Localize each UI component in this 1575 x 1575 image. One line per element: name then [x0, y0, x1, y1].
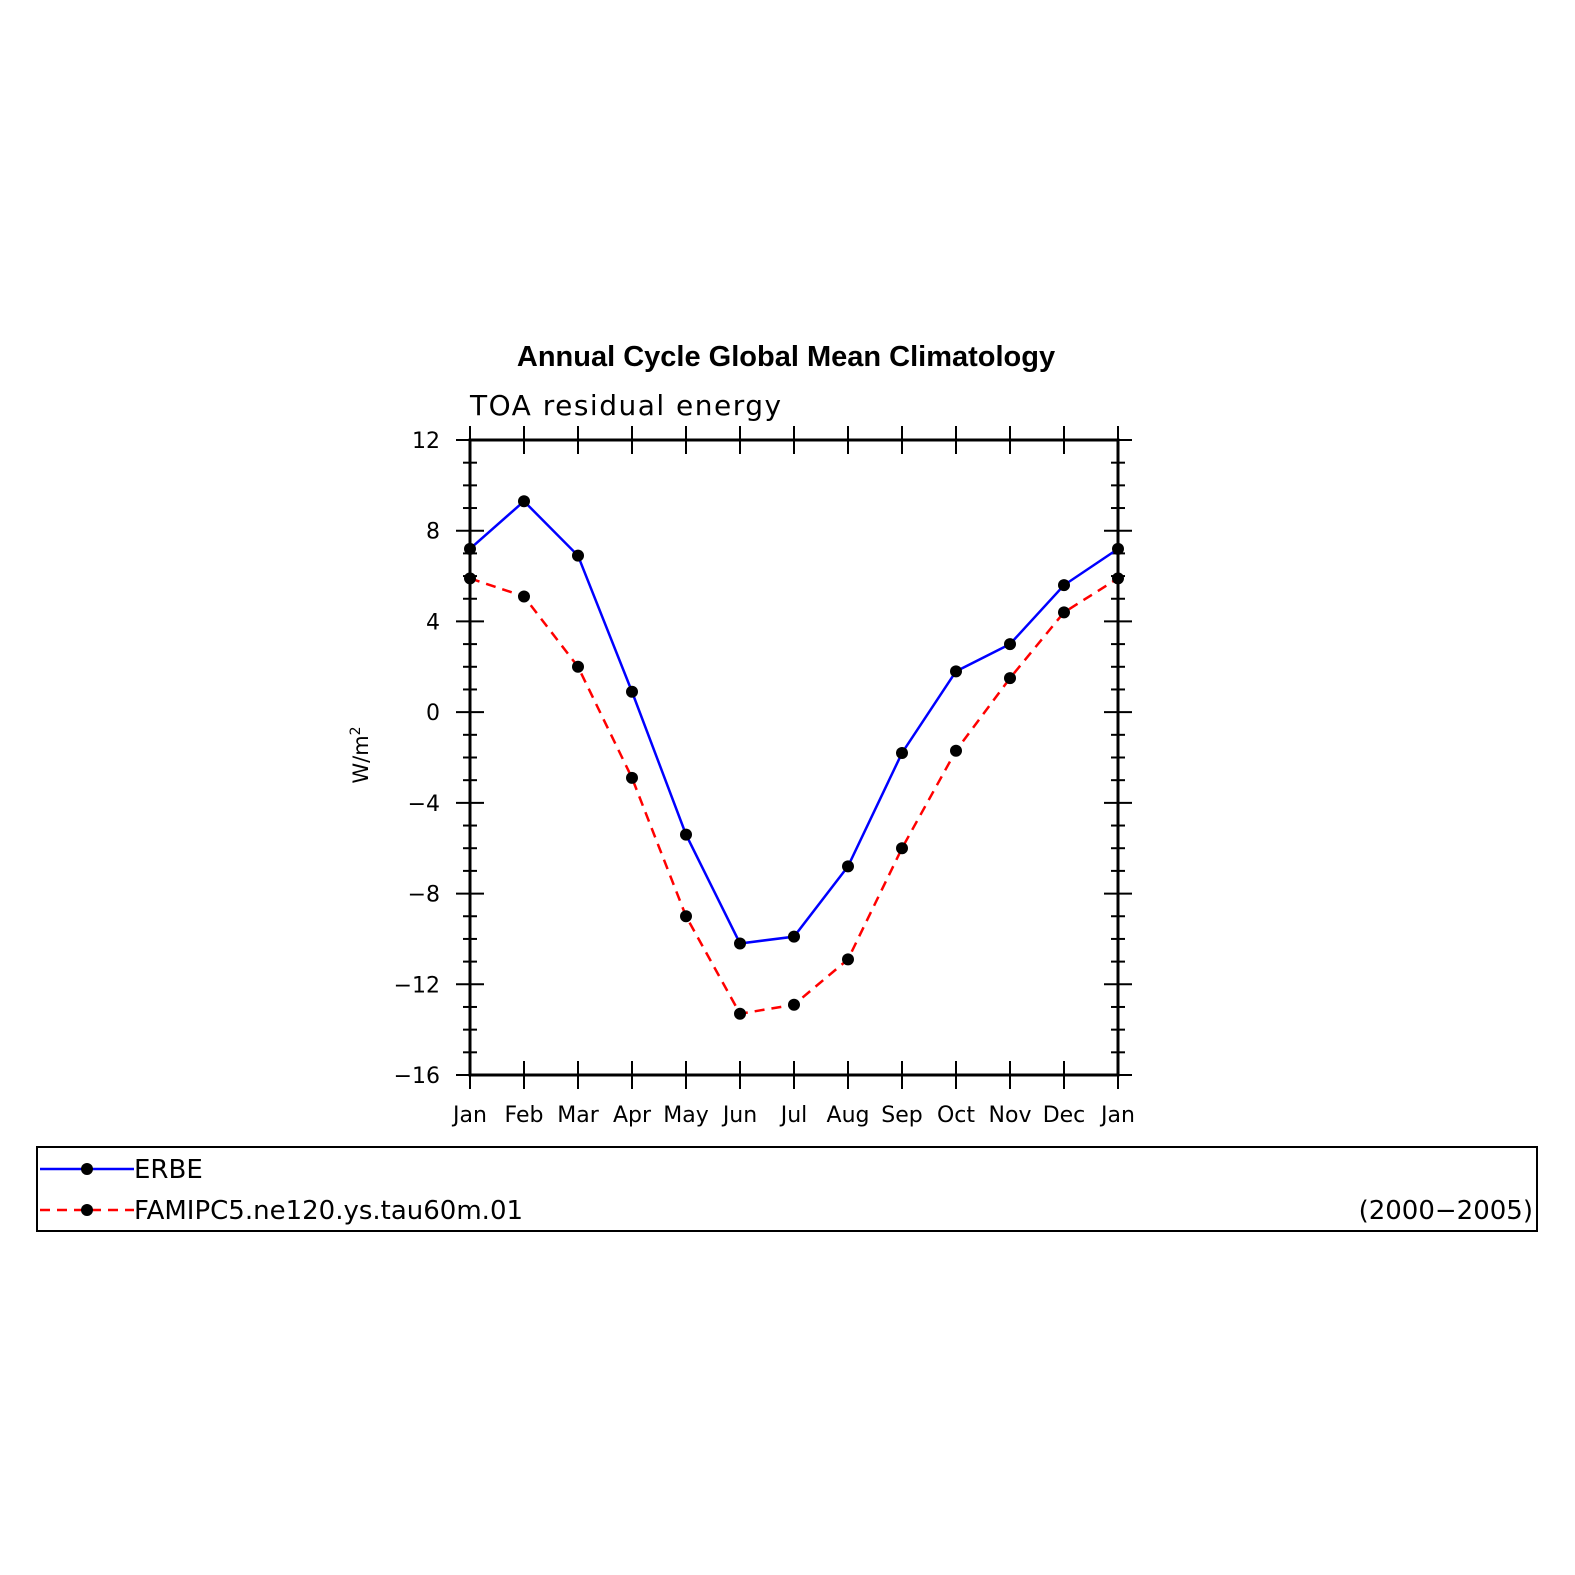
data-point-series-0	[896, 746, 908, 759]
y-axis-ticks: 12 8 4 0 −4 −8 −12 −16	[394, 429, 1132, 1089]
data-point-series-0	[464, 542, 476, 555]
data-point-series-1	[1058, 606, 1070, 619]
y-tick-label: 8	[426, 520, 440, 545]
y-tick-label: 0	[426, 701, 440, 726]
x-tick-label: Jun	[721, 1103, 757, 1128]
y-axis-label-unit: W/m	[349, 735, 373, 783]
data-point-series-1	[626, 771, 638, 784]
x-tick-label: Jul	[779, 1103, 808, 1128]
y-tick-label: −16	[394, 1064, 440, 1089]
x-tick-label: Jan	[1099, 1103, 1135, 1128]
data-point-series-1	[680, 910, 692, 923]
chart-subtitle: TOA residual energy	[469, 389, 783, 422]
legend-marker-1	[81, 1204, 93, 1216]
x-tick-label: Oct	[937, 1103, 975, 1128]
data-point-series-0	[734, 937, 746, 950]
x-tick-label: Mar	[557, 1103, 599, 1128]
series-line-1	[469, 577, 1119, 1016]
data-point-series-0	[572, 549, 584, 562]
data-point-series-0	[1058, 579, 1070, 592]
data-point-series-0	[1004, 638, 1016, 651]
y-tick-label: 4	[426, 610, 440, 635]
data-point-series-0	[788, 930, 800, 943]
data-point-series-1	[572, 660, 584, 673]
y-tick-label: 12	[412, 429, 440, 454]
legend-label-0: ERBE	[134, 1155, 203, 1185]
data-point-series-1	[1004, 672, 1016, 685]
x-tick-label: Apr	[613, 1103, 652, 1128]
data-point-series-1	[464, 572, 476, 585]
data-point-series-1	[950, 744, 962, 757]
data-point-series-0	[842, 860, 854, 873]
x-tick-label: Nov	[989, 1103, 1032, 1128]
data-point-series-1	[842, 953, 854, 966]
legend-label-1: FAMIPC5.ne120.ys.tau60m.01	[134, 1196, 523, 1226]
chart-title: Annual Cycle Global Mean Climatology	[517, 341, 1055, 373]
data-point-series-0	[626, 685, 638, 698]
data-point-series-1	[1112, 572, 1124, 585]
x-tick-label: Sep	[881, 1103, 922, 1128]
x-tick-label: Jan	[451, 1103, 487, 1128]
y-tick-label: −4	[408, 792, 440, 817]
data-point-series-1	[734, 1007, 746, 1020]
x-tick-label: Feb	[505, 1103, 544, 1128]
x-tick-label: Aug	[827, 1103, 870, 1128]
y-tick-label: −8	[408, 883, 440, 908]
y-axis-label: W/m2	[348, 726, 373, 783]
y-axis-label-superscript: 2	[348, 726, 364, 735]
legend-marker-0	[81, 1163, 93, 1175]
data-point-series-0	[1112, 542, 1124, 555]
x-tick-label: May	[663, 1103, 708, 1128]
data-point-series-0	[518, 495, 530, 508]
data-point-series-1	[518, 590, 530, 603]
data-point-series-0	[950, 665, 962, 678]
legend-note: (2000−2005)	[1359, 1196, 1533, 1226]
legend-box	[36, 1146, 1538, 1232]
series-layer	[464, 495, 1124, 1020]
series-line-0	[469, 499, 1119, 945]
data-point-series-1	[896, 842, 908, 855]
plot-frame	[468, 438, 1120, 1077]
x-tick-label: Dec	[1043, 1103, 1086, 1128]
y-tick-label: −12	[394, 973, 440, 998]
plot-border	[468, 438, 1120, 1077]
x-axis-ticks: Jan Feb Mar Apr May Jun Jul Aug Sep Oct Nov Dec Jan	[451, 426, 1135, 1128]
legend: ERBE FAMIPC5.ne120.ys.tau60m.01 (2000−2005…	[40, 1155, 1533, 1226]
data-point-series-0	[680, 828, 692, 841]
data-point-series-1	[788, 998, 800, 1011]
